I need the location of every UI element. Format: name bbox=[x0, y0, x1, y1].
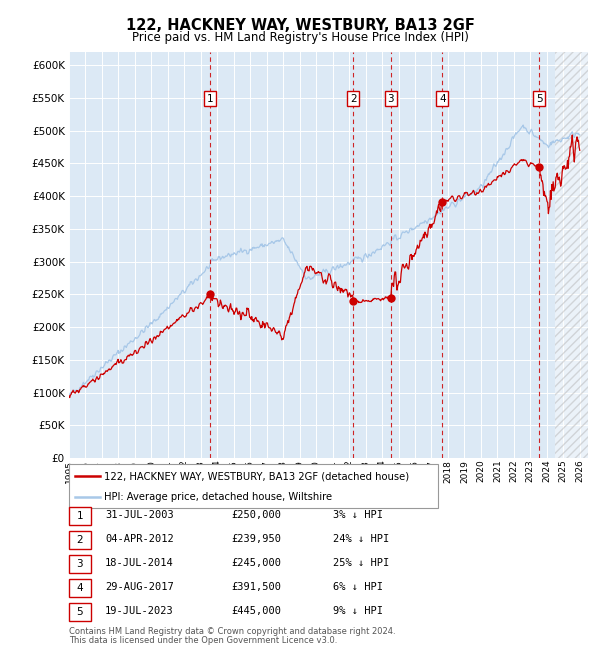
Text: 9% ↓ HPI: 9% ↓ HPI bbox=[333, 606, 383, 616]
Text: £245,000: £245,000 bbox=[231, 558, 281, 568]
Text: 19-JUL-2023: 19-JUL-2023 bbox=[105, 606, 174, 616]
Text: 5: 5 bbox=[76, 607, 83, 617]
Text: 3% ↓ HPI: 3% ↓ HPI bbox=[333, 510, 383, 520]
Text: 122, HACKNEY WAY, WESTBURY, BA13 2GF: 122, HACKNEY WAY, WESTBURY, BA13 2GF bbox=[125, 18, 475, 33]
Text: HPI: Average price, detached house, Wiltshire: HPI: Average price, detached house, Wilt… bbox=[104, 492, 332, 502]
Text: 29-AUG-2017: 29-AUG-2017 bbox=[105, 582, 174, 592]
Text: 6% ↓ HPI: 6% ↓ HPI bbox=[333, 582, 383, 592]
Text: £250,000: £250,000 bbox=[231, 510, 281, 520]
Text: 2: 2 bbox=[76, 535, 83, 545]
Text: 1: 1 bbox=[207, 94, 214, 104]
Text: Contains HM Land Registry data © Crown copyright and database right 2024.: Contains HM Land Registry data © Crown c… bbox=[69, 627, 395, 636]
Text: 04-APR-2012: 04-APR-2012 bbox=[105, 534, 174, 544]
Text: £391,500: £391,500 bbox=[231, 582, 281, 592]
Text: £445,000: £445,000 bbox=[231, 606, 281, 616]
Text: 4: 4 bbox=[76, 583, 83, 593]
Text: 122, HACKNEY WAY, WESTBURY, BA13 2GF (detached house): 122, HACKNEY WAY, WESTBURY, BA13 2GF (de… bbox=[104, 471, 409, 482]
Text: 1: 1 bbox=[76, 511, 83, 521]
Text: 3: 3 bbox=[76, 559, 83, 569]
Text: 18-JUL-2014: 18-JUL-2014 bbox=[105, 558, 174, 568]
Text: Price paid vs. HM Land Registry's House Price Index (HPI): Price paid vs. HM Land Registry's House … bbox=[131, 31, 469, 44]
Text: £239,950: £239,950 bbox=[231, 534, 281, 544]
Text: 2: 2 bbox=[350, 94, 356, 104]
Bar bbox=[555, 52, 588, 458]
Text: 24% ↓ HPI: 24% ↓ HPI bbox=[333, 534, 389, 544]
Text: 4: 4 bbox=[439, 94, 446, 104]
Text: 5: 5 bbox=[536, 94, 542, 104]
Text: 31-JUL-2003: 31-JUL-2003 bbox=[105, 510, 174, 520]
Text: 3: 3 bbox=[388, 94, 394, 104]
Text: This data is licensed under the Open Government Licence v3.0.: This data is licensed under the Open Gov… bbox=[69, 636, 337, 645]
Text: 25% ↓ HPI: 25% ↓ HPI bbox=[333, 558, 389, 568]
